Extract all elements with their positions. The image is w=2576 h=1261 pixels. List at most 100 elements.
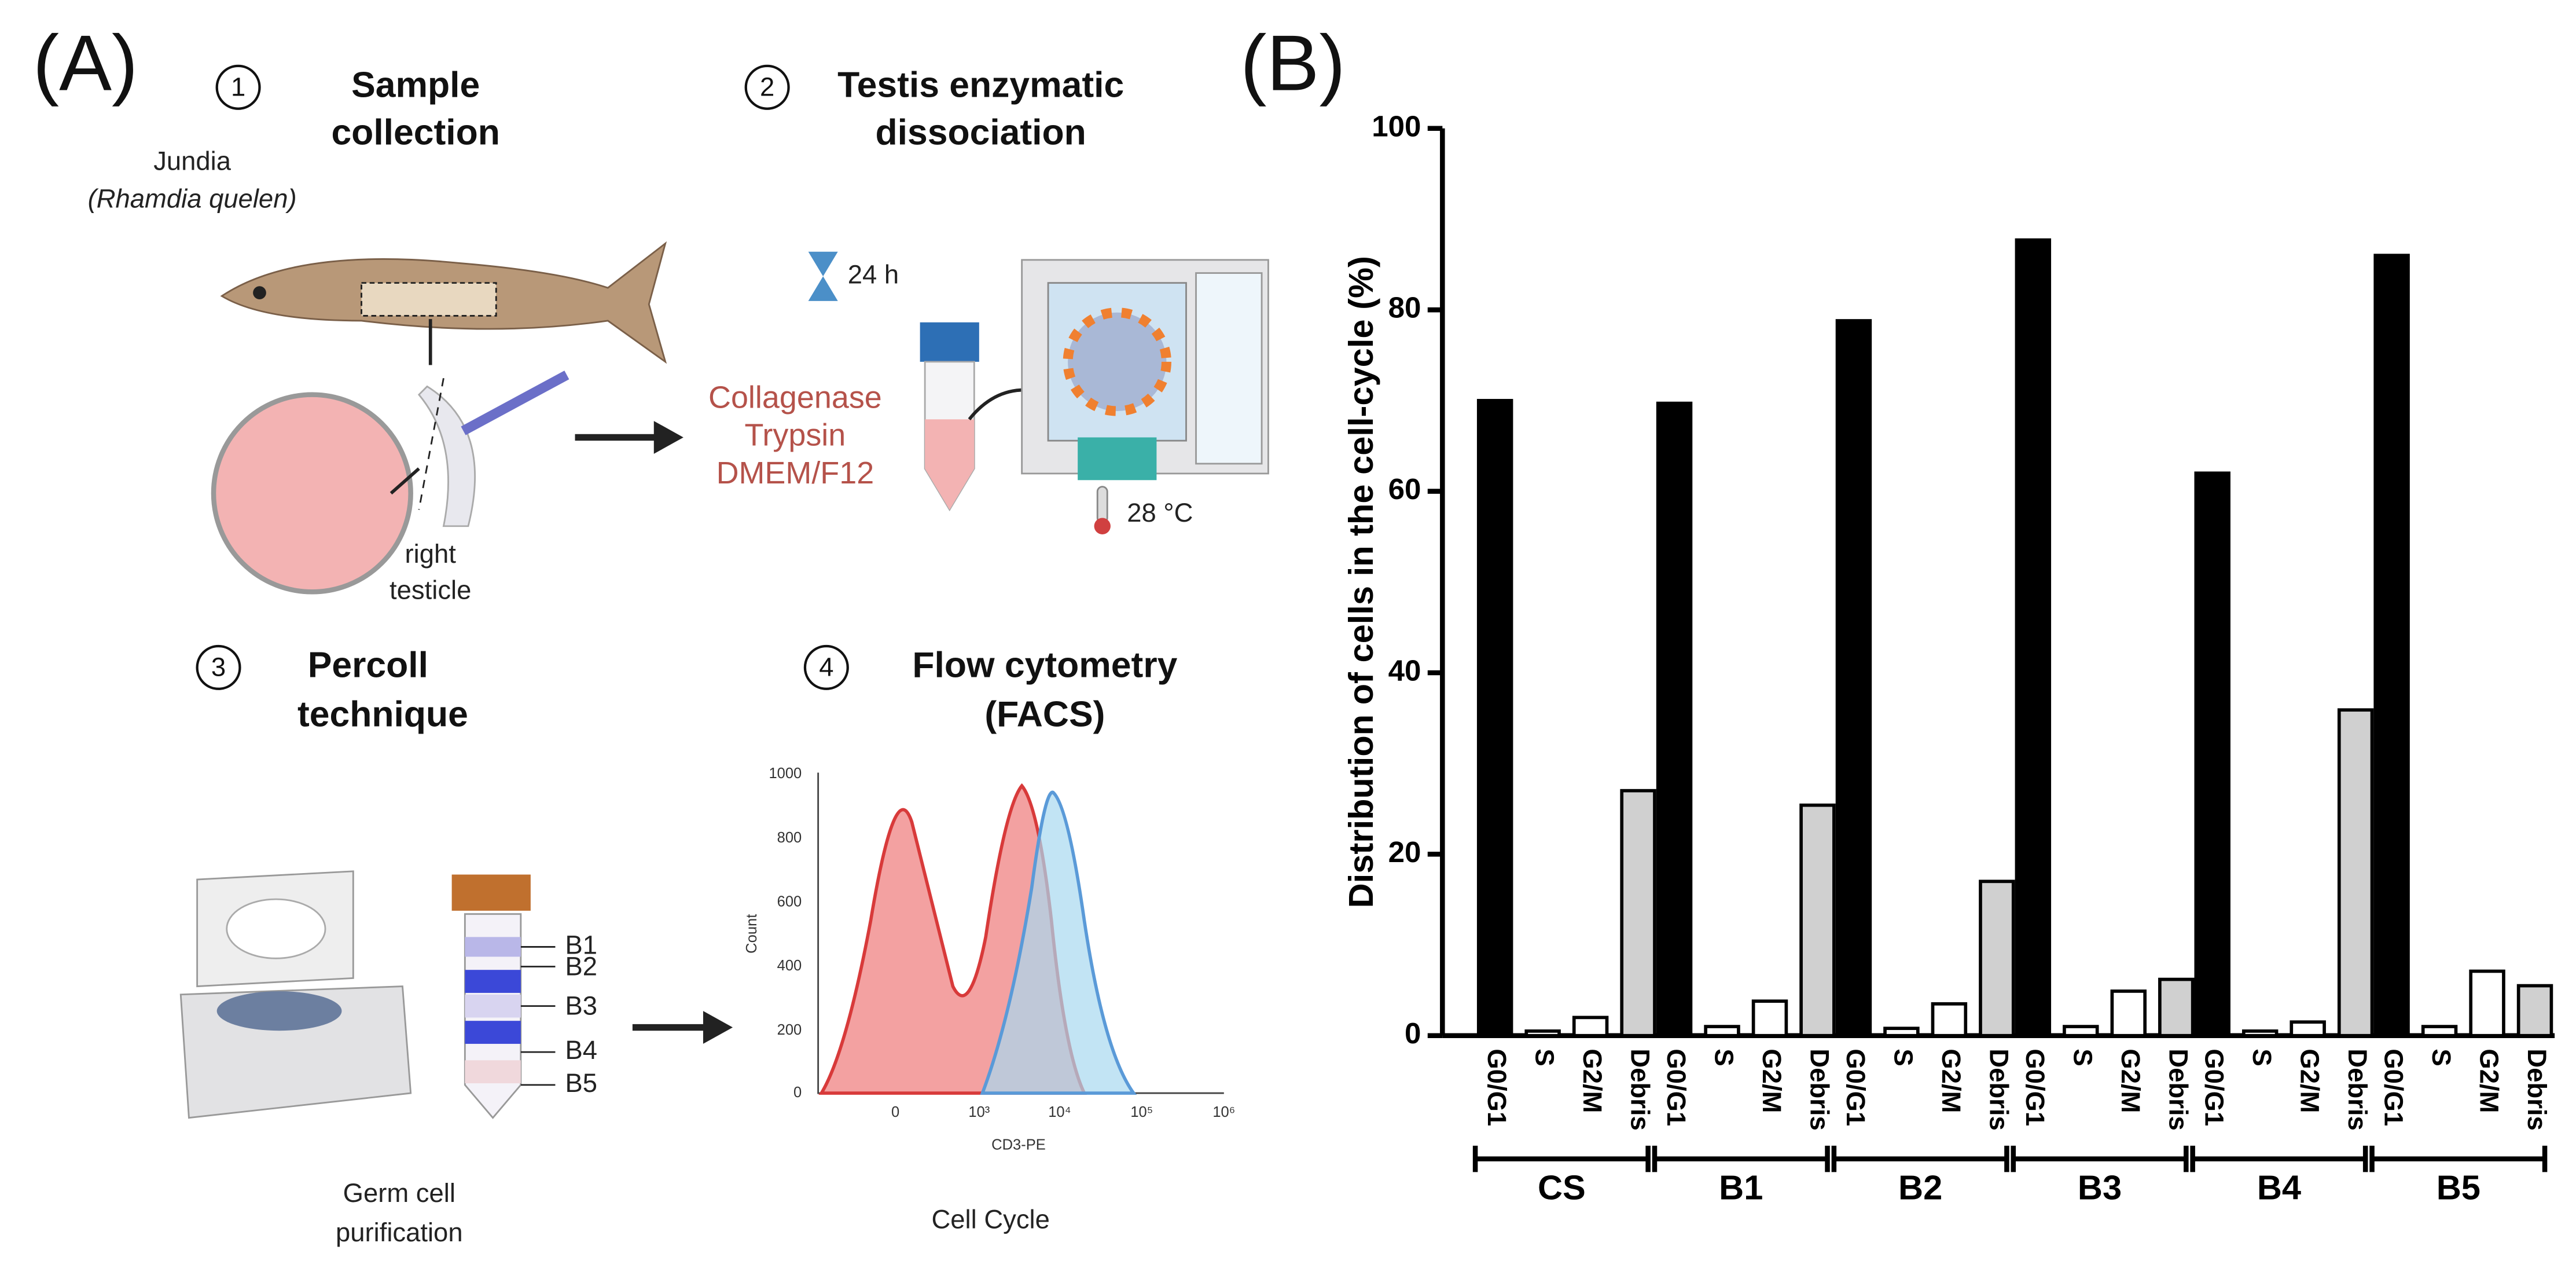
organ-label: right (405, 539, 457, 569)
group-label: B2 (1898, 1168, 1942, 1207)
x-tick-label: S (2427, 1049, 2456, 1066)
x-tick-label: Debris (2522, 1049, 2552, 1130)
bar (2158, 977, 2195, 1038)
x-tick-label: G2/M (2295, 1049, 2325, 1113)
fraction-label: B1 (565, 930, 597, 959)
y-tick-label: 20 (1388, 835, 1421, 868)
bar (2194, 471, 2230, 1038)
facs-x-tick: 10⁵ (1130, 1104, 1153, 1120)
step-title: technique (297, 694, 468, 735)
x-tick-label: Debris (1984, 1049, 2013, 1130)
step-title: Percoll (308, 644, 428, 685)
facs-y-tick: 200 (777, 1022, 802, 1038)
group-bracket (1472, 1145, 1651, 1172)
x-tick-label: G2/M (1936, 1049, 1966, 1113)
bar (1704, 1025, 1740, 1038)
band (465, 937, 521, 957)
facs-y-tick: 600 (777, 894, 802, 910)
caption: purification (336, 1218, 463, 1247)
bar (1572, 1016, 1609, 1038)
cut-line (418, 378, 444, 510)
y-tick-label: 60 (1388, 472, 1421, 505)
x-tick-label: G2/M (1757, 1049, 1787, 1113)
fraction-label: B4 (565, 1035, 597, 1065)
bar (2516, 984, 2553, 1038)
hourglass (808, 251, 838, 301)
scalpel (461, 371, 569, 435)
x-tick-label: G2/M (2475, 1049, 2504, 1113)
bar (2290, 1020, 2326, 1038)
temperature: 28 °C (1127, 498, 1193, 527)
bar (2373, 254, 2410, 1038)
bar (1751, 999, 1788, 1038)
x-tick-label: Debris (2163, 1049, 2193, 1130)
step-number: 2 (760, 72, 774, 102)
arrow (389, 467, 420, 495)
facs-y-tick: 800 (777, 830, 802, 846)
panel-label: (A) (33, 19, 138, 107)
facs-x-tick: 0 (891, 1104, 899, 1120)
fraction-labels: B1 B2 B3 B4 B5 (520, 930, 597, 1098)
step-circle (215, 64, 261, 110)
step-number: 3 (211, 653, 226, 682)
band (465, 1021, 521, 1044)
species-name: Jundia (153, 146, 231, 175)
y-tick-label: 100 (1372, 109, 1421, 142)
organ-label: testicle (389, 575, 471, 604)
reagent: DMEM/F12 (716, 456, 874, 490)
group-bracket (2190, 1145, 2368, 1172)
arrow-head (653, 421, 683, 454)
dissection-box (361, 282, 497, 317)
centrifuge-disc (226, 898, 326, 959)
x-tick-label: S (1710, 1049, 1739, 1066)
x-tick-label: G0/G1 (2020, 1049, 2050, 1126)
rotator (1063, 307, 1171, 416)
reagent: Collagenase (708, 380, 882, 415)
group-bracket (1652, 1145, 1830, 1172)
caption: Cell Cycle (932, 1204, 1050, 1234)
step-circle (803, 644, 849, 690)
step-title: dissociation (876, 112, 1086, 153)
facs-x-tick: 10⁴ (1048, 1104, 1071, 1120)
step-circle (744, 64, 790, 110)
incubator-panel (1078, 437, 1157, 481)
y-tick-label: 80 (1388, 291, 1421, 324)
bar (1620, 789, 1656, 1038)
x-tick-label: G0/G1 (1482, 1049, 1512, 1126)
group-label: B5 (2437, 1168, 2481, 1207)
fraction-label: B2 (565, 951, 597, 981)
group-label: B3 (2078, 1168, 2122, 1207)
arrow-head (703, 1011, 733, 1044)
bar (1656, 401, 1693, 1038)
step-title: Flow cytometry (912, 644, 1177, 685)
x-tick-label: S (1530, 1049, 1560, 1066)
step-title: (FACS) (984, 694, 1105, 735)
tube-cap (451, 874, 531, 911)
facs-x-tick: 10³ (968, 1104, 990, 1120)
fish-eye (253, 286, 266, 300)
x-tick-label: G0/G1 (2200, 1049, 2229, 1126)
band (465, 970, 521, 993)
bar (2110, 989, 2147, 1038)
group-bracket (2011, 1145, 2189, 1172)
x-tick-label: G2/M (2116, 1049, 2145, 1113)
thermometer-bulb (1094, 518, 1111, 534)
species-latin: (Rhamdia quelen) (88, 184, 297, 214)
bar (1524, 1029, 1561, 1038)
group-label: B4 (2257, 1168, 2301, 1207)
step-title: collection (331, 112, 499, 153)
facs-y-label: Count (744, 914, 760, 954)
y-tick-label: 40 (1388, 654, 1421, 687)
bar-chart: 0 20 40 60 80 100 G0/G1 S G2/M Debris CS G0/G1 S G2/M… (1372, 109, 2555, 1207)
caption: Germ cell (343, 1178, 455, 1208)
group-label: B1 (1719, 1168, 1763, 1207)
step-circle (196, 644, 241, 690)
fraction-label: B5 (565, 1068, 597, 1098)
band (465, 994, 521, 1018)
time-label: 24 h (848, 259, 899, 289)
bar (1476, 399, 1513, 1038)
petri-dish (211, 392, 413, 595)
